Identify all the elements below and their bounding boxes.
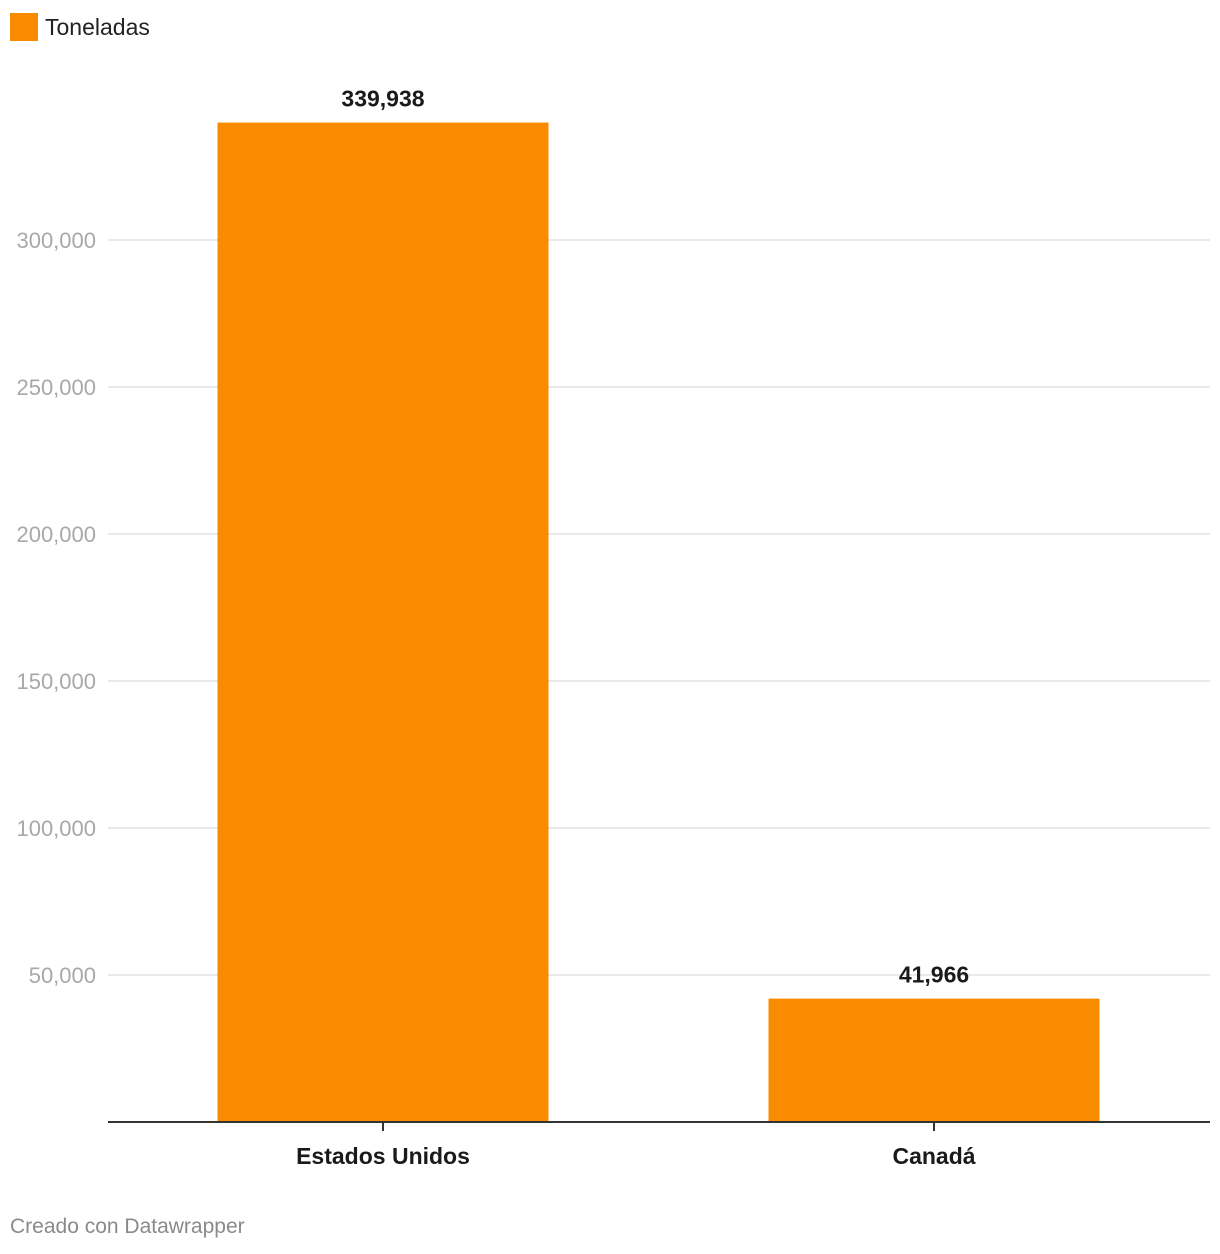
bar	[768, 998, 1100, 1122]
y-tick-label: 50,000	[29, 963, 96, 988]
y-tick-label: 100,000	[16, 816, 96, 841]
x-tick-label: Estados Unidos	[296, 1143, 470, 1169]
legend: Toneladas	[10, 13, 150, 41]
bar	[217, 122, 549, 1123]
y-tick-label: 200,000	[16, 522, 96, 547]
y-tick-label: 250,000	[16, 375, 96, 400]
value-label: 41,966	[899, 962, 969, 988]
credit-text: Creado con Datawrapper	[10, 1215, 245, 1238]
y-tick-label: 150,000	[16, 669, 96, 694]
y-tick-label: 300,000	[16, 228, 96, 253]
legend-swatch	[10, 13, 38, 41]
value-label: 339,938	[341, 86, 424, 112]
legend-label: Toneladas	[45, 14, 150, 40]
x-tick-label: Canadá	[892, 1143, 975, 1169]
bar-chart: 50,000 100,000 150,000 200,000 250,000 300,00…	[16, 86, 1210, 1169]
